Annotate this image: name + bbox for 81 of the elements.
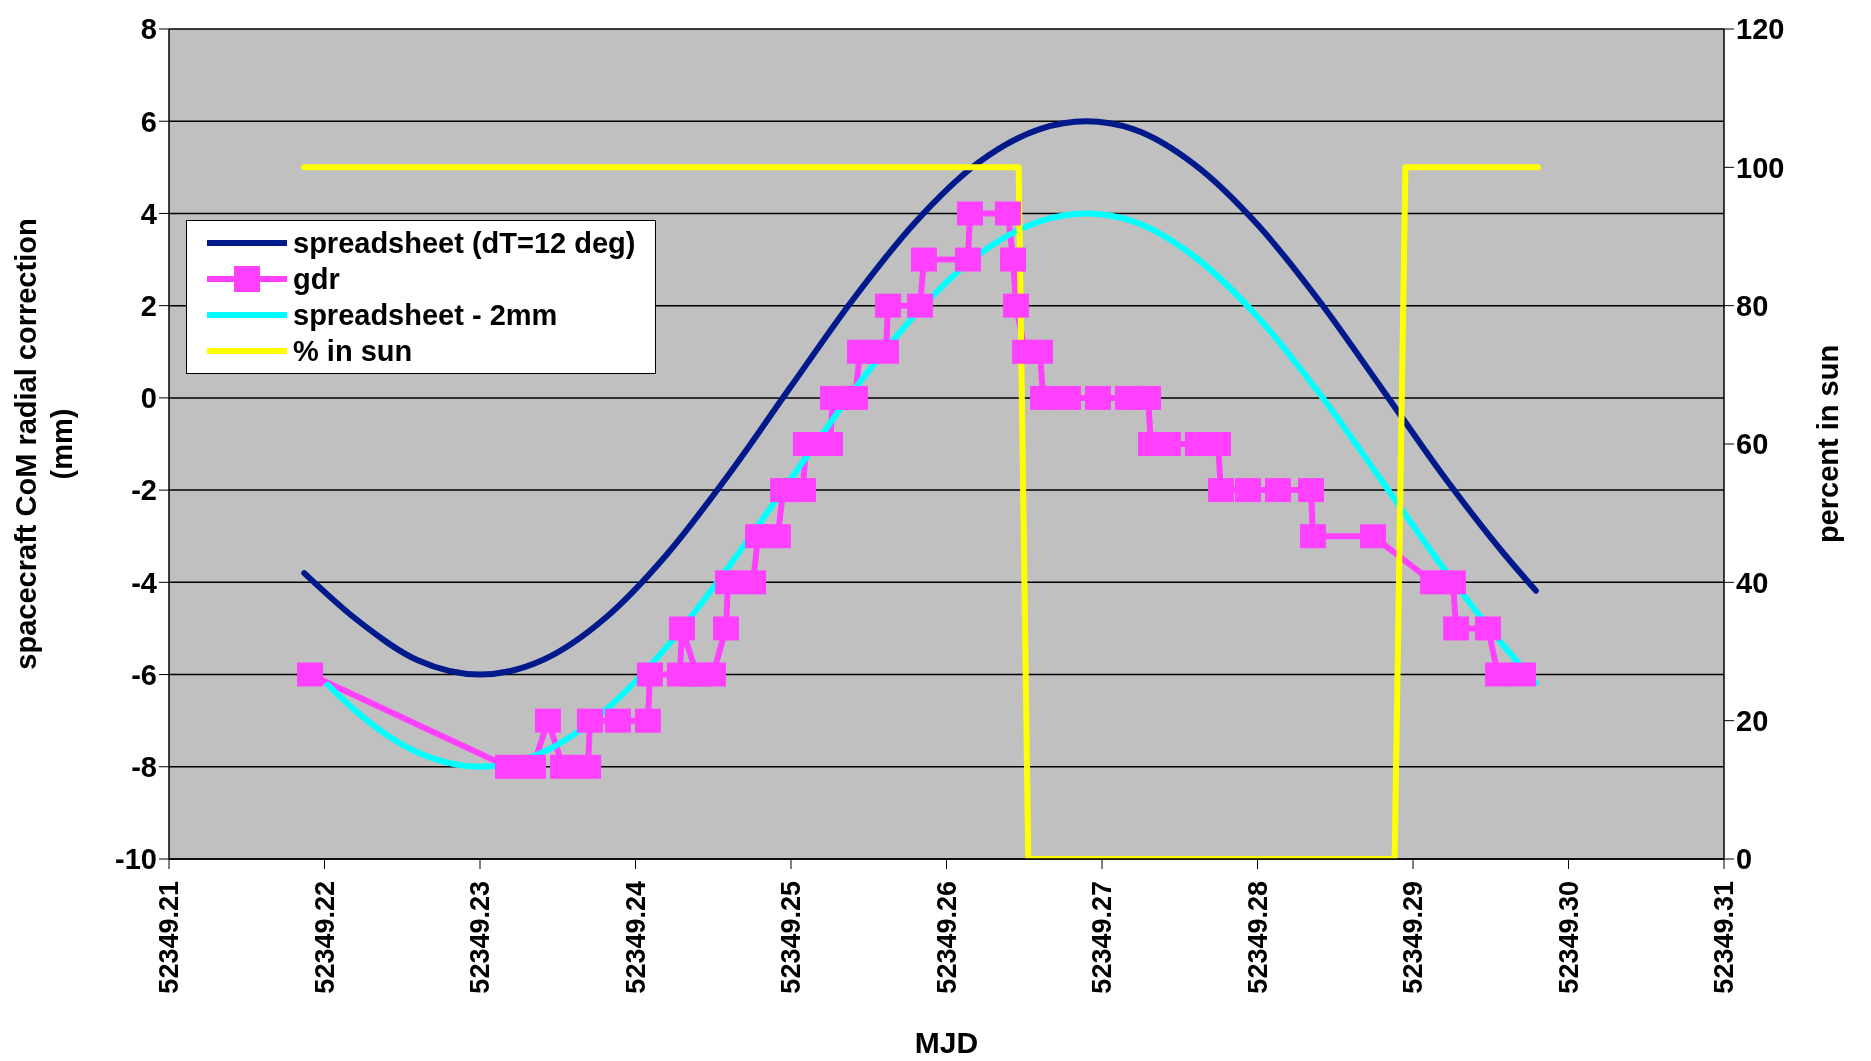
point (875, 293, 902, 318)
point (1439, 570, 1466, 595)
point (764, 524, 791, 549)
y2-tick-label: 40 (1736, 566, 1769, 599)
point (715, 570, 742, 595)
x-tick-label: 52349.22 (309, 881, 340, 994)
x-tick-label: 52349.31 (1709, 881, 1740, 994)
point (1030, 385, 1057, 410)
point (1026, 339, 1053, 364)
x-tick-label: 52349.27 (1087, 881, 1118, 994)
y-tick-label: 0 (140, 382, 157, 415)
point (1003, 293, 1030, 318)
x-tick-label: 52349.25 (776, 881, 807, 994)
y-tick-label: 4 (140, 197, 157, 230)
point (907, 293, 934, 318)
point (575, 754, 602, 779)
y2-axis-title: percent in sun (1812, 344, 1844, 544)
x-tick-label: 52349.21 (154, 881, 185, 994)
point (817, 432, 844, 456)
y2-tick-label: 120 (1736, 13, 1785, 46)
point (636, 662, 663, 687)
point (954, 247, 981, 272)
point (1084, 385, 1111, 410)
point (534, 708, 561, 733)
y-tick-label: -10 (115, 843, 157, 876)
point (669, 616, 695, 641)
y2-tick-label: 80 (1736, 289, 1769, 322)
x-tick-label: 52349.26 (931, 881, 962, 994)
point (1265, 478, 1292, 503)
x-axis-title: MJD (914, 1026, 979, 1059)
x-tick-label: 52349.24 (620, 881, 651, 994)
x-tick-label: 52349.28 (1242, 881, 1273, 994)
point (520, 754, 547, 779)
point (1054, 385, 1081, 410)
y-tick-label: -6 (131, 658, 157, 691)
point (956, 201, 983, 226)
y-tick-label: -2 (131, 474, 157, 507)
point (1235, 478, 1262, 503)
point (494, 754, 521, 779)
y2-tick-label: 60 (1736, 428, 1769, 461)
y-tick-label: -4 (131, 566, 157, 599)
y-axis-title: spacecraft CoM radial correction (mm) (10, 218, 78, 670)
point (1485, 662, 1512, 687)
legend-label: gdr (293, 262, 340, 297)
y2-tick-label: 0 (1736, 843, 1753, 876)
point (847, 339, 874, 364)
x-tick-label: 52349.30 (1553, 881, 1584, 994)
point (1509, 662, 1536, 687)
point (576, 708, 603, 733)
point (789, 478, 816, 503)
point (699, 662, 726, 687)
point (713, 616, 739, 641)
point (910, 247, 937, 272)
point (792, 432, 819, 456)
point (1443, 616, 1470, 641)
point (1300, 524, 1327, 549)
y2-tick-label: 20 (1736, 704, 1769, 737)
y-tick-label: 6 (140, 105, 157, 138)
point (873, 339, 900, 364)
point (740, 570, 767, 595)
x-tick-label: 52349.23 (465, 881, 496, 994)
point (1000, 247, 1027, 272)
point (994, 201, 1021, 226)
point (1207, 478, 1234, 503)
point (297, 662, 324, 687)
point (634, 708, 661, 733)
legend-label: spreadsheet - 2mm (293, 298, 558, 333)
point (550, 754, 577, 779)
y-tick-label: -8 (131, 751, 157, 784)
point (842, 385, 869, 410)
point (1135, 385, 1162, 410)
x-tick-label: 52349.29 (1398, 881, 1429, 994)
y-tick-label: 2 (140, 289, 157, 322)
point (1474, 616, 1501, 641)
legend-label: spreadsheet (dT=12 deg) (293, 226, 636, 261)
point (1360, 524, 1387, 549)
legend-label: % in sun (293, 334, 413, 369)
point (1297, 478, 1324, 503)
y-tick-label: 8 (140, 13, 157, 46)
point (604, 708, 631, 733)
y2-tick-label: 100 (1736, 151, 1785, 184)
